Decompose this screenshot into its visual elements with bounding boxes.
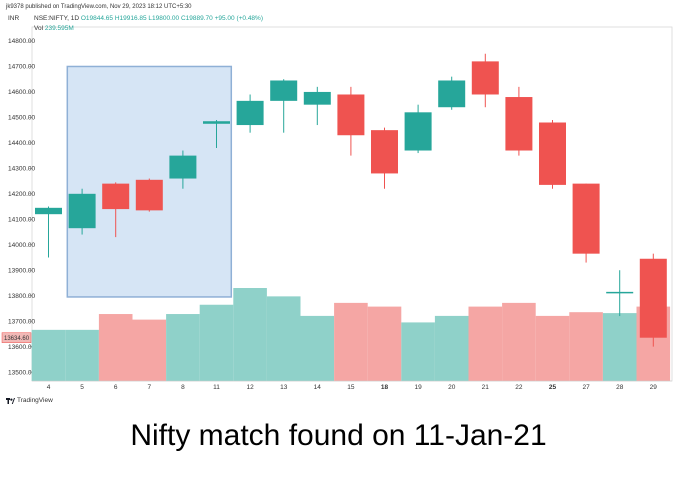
candle-body[interactable] bbox=[169, 155, 197, 179]
y-tick-label: 14600.00 bbox=[8, 89, 35, 96]
volume-bar bbox=[468, 306, 503, 381]
y-tick-label: 14000.00 bbox=[8, 242, 35, 249]
volume-bar bbox=[132, 319, 167, 381]
x-tick-label: 7 bbox=[147, 384, 151, 391]
volume-bar bbox=[434, 315, 469, 381]
volume-bar bbox=[535, 315, 570, 381]
candle-body[interactable] bbox=[303, 91, 331, 105]
candle-body[interactable] bbox=[404, 112, 432, 151]
y-tick-label: 13900.00 bbox=[8, 267, 35, 274]
volume-bar bbox=[233, 288, 267, 381]
candle-body[interactable] bbox=[102, 183, 130, 210]
volume-bar bbox=[502, 302, 536, 381]
chart-legend: NSE:NIFTY, 1D O19844.65 H19916.85 L19800… bbox=[34, 14, 263, 34]
x-tick-label: 21 bbox=[482, 384, 490, 391]
y-tick-label: 14400.00 bbox=[8, 140, 35, 147]
candle-body[interactable] bbox=[35, 207, 62, 215]
candle-body[interactable] bbox=[572, 183, 600, 254]
candle-body[interactable] bbox=[270, 80, 298, 101]
candle-body[interactable] bbox=[236, 100, 264, 126]
legend-symbol-line: NSE:NIFTY, 1D O19844.65 H19916.85 L19800… bbox=[34, 14, 263, 24]
x-tick-label: 15 bbox=[347, 384, 355, 391]
x-tick-label: 25 bbox=[549, 384, 557, 391]
brand-name: TradingView bbox=[17, 397, 53, 404]
publish-info: jk9378 published on TradingView.com, Nov… bbox=[6, 4, 192, 10]
tradingview-logo-icon bbox=[6, 397, 15, 404]
candle-body[interactable] bbox=[539, 122, 566, 185]
tradingview-brand: TradingView bbox=[6, 397, 53, 404]
candle-body[interactable] bbox=[505, 97, 533, 151]
y-tick-label: 14500.00 bbox=[8, 115, 35, 122]
y-tick-label: 14700.00 bbox=[8, 64, 35, 71]
candle-body[interactable] bbox=[606, 291, 634, 294]
volume-bar bbox=[602, 313, 637, 381]
candle-body[interactable] bbox=[337, 94, 365, 136]
volume-bar bbox=[367, 306, 402, 381]
volume-bar bbox=[334, 302, 368, 381]
x-tick-label: 28 bbox=[616, 384, 624, 391]
volume-bar bbox=[31, 329, 66, 381]
currency-label: INR bbox=[8, 15, 20, 22]
candle-body[interactable] bbox=[203, 121, 230, 124]
y-tick-label: 13800.00 bbox=[8, 293, 35, 300]
volume-bar bbox=[65, 329, 99, 381]
x-tick-label: 13 bbox=[280, 384, 288, 391]
x-tick-label: 8 bbox=[181, 384, 185, 391]
x-tick-label: 18 bbox=[381, 384, 389, 391]
legend-vol-value: 239.595M bbox=[44, 25, 74, 32]
candle-body[interactable] bbox=[68, 193, 96, 229]
x-tick-label: 6 bbox=[114, 384, 118, 391]
match-caption: Nifty match found on 11-Jan-21 bbox=[130, 419, 547, 452]
volume-bar bbox=[199, 304, 234, 381]
y-tick-label: 13600.00 bbox=[8, 344, 35, 351]
y-tick-label: 14300.00 bbox=[8, 166, 35, 173]
volume-bar bbox=[166, 314, 200, 381]
candle-body[interactable] bbox=[471, 61, 499, 95]
legend-vol-label: Vol bbox=[34, 25, 44, 32]
x-tick-label: 5 bbox=[80, 384, 84, 391]
volume-bar bbox=[300, 315, 335, 381]
last-price-marker bbox=[1, 332, 32, 343]
candle-body[interactable] bbox=[438, 80, 466, 108]
last-price-label: 13634.60 bbox=[4, 336, 30, 342]
legend-volume-line: Vol 239.595M bbox=[34, 24, 263, 34]
chart-frame[interactable]: 13500.00 13600.00 13700.00 13800.00 13900.00… bbox=[0, 0, 677, 400]
x-tick-label: 22 bbox=[515, 384, 523, 391]
y-tick-label: 14800.00 bbox=[8, 38, 35, 45]
x-tick-label: 29 bbox=[650, 384, 658, 391]
volume-bar bbox=[569, 312, 603, 381]
x-tick-label: 4 bbox=[47, 384, 51, 391]
x-tick-label: 27 bbox=[582, 384, 590, 391]
x-tick-label: 19 bbox=[414, 384, 422, 391]
x-tick-label: 11 bbox=[213, 384, 220, 391]
y-tick-label: 13700.00 bbox=[8, 318, 35, 325]
legend-symbol: NSE:NIFTY, 1D bbox=[34, 15, 80, 22]
volume-bar bbox=[98, 314, 133, 381]
candle-body[interactable] bbox=[135, 179, 163, 211]
y-tick-label: 14200.00 bbox=[8, 191, 35, 198]
x-tick-label: 14 bbox=[314, 384, 322, 391]
y-tick-label: 13500.00 bbox=[8, 369, 35, 376]
volume-bar bbox=[401, 322, 435, 381]
x-tick-label: 20 bbox=[448, 384, 456, 391]
candle-body[interactable] bbox=[639, 258, 667, 338]
candle-body[interactable] bbox=[371, 130, 398, 174]
volume-bar bbox=[266, 296, 301, 381]
legend-ohlc: O19844.65 H19916.85 L19800.00 C19889.70 … bbox=[80, 15, 263, 22]
y-tick-label: 14100.00 bbox=[8, 216, 35, 223]
x-tick-label: 12 bbox=[246, 384, 254, 391]
